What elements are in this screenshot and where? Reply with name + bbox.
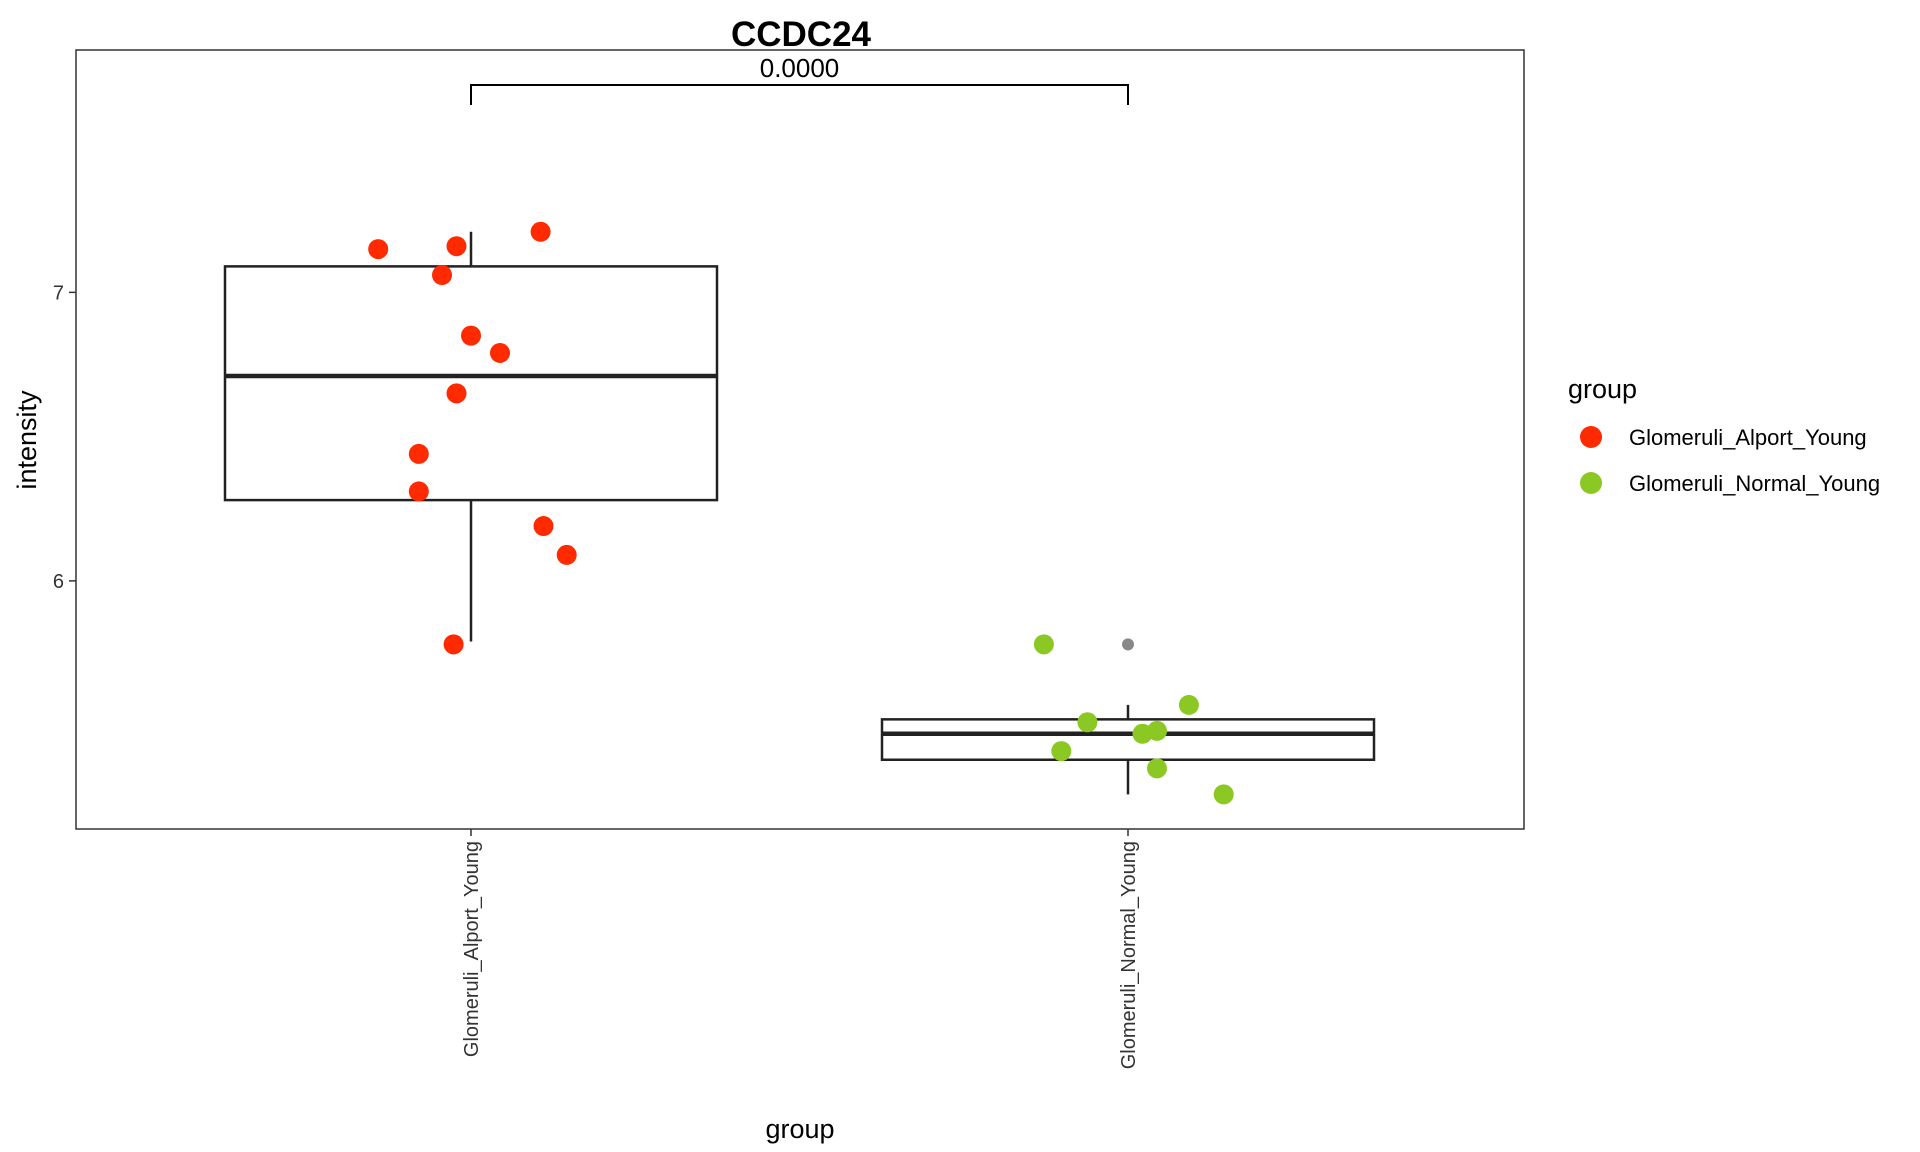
bracket-line [470, 84, 1129, 105]
legend: group Glomeruli_Alport_Young Glomeruli_No… [1568, 374, 1880, 496]
legend-swatch [1580, 426, 1602, 448]
data-point [443, 634, 464, 655]
data-point [1051, 741, 1072, 762]
points-Glomeruli_Alport_Young [368, 221, 577, 655]
legend-entry: Glomeruli_Alport_Young [1580, 425, 1867, 450]
plot-layer [223, 221, 1376, 805]
data-point [432, 265, 452, 286]
data-point [368, 239, 389, 260]
x-axis-title: group [765, 1114, 834, 1144]
legend-title: group [1568, 374, 1637, 404]
data-point [1147, 720, 1167, 741]
plot-panel [75, 49, 1525, 830]
data-point [1178, 694, 1199, 715]
outlier-point [1122, 638, 1134, 651]
box-body [880, 718, 1376, 762]
data-point [461, 325, 481, 346]
data-point [1213, 784, 1234, 805]
data-point [408, 481, 429, 502]
data-point [446, 236, 467, 257]
data-point [533, 516, 554, 537]
data-point [408, 443, 429, 464]
y-tick-label: 6 [53, 571, 64, 593]
data-point [1077, 712, 1098, 733]
x-tick-label: Glomeruli_Alport_Young [461, 841, 483, 1057]
data-point [490, 342, 510, 363]
p-value-label: 0.0000 [760, 53, 840, 83]
box-body [223, 265, 719, 502]
y-axis-title: intensity [12, 390, 42, 490]
x-tick-label: Glomeruli_Normal_Young [1118, 841, 1140, 1069]
x-axis: Glomeruli_Alport_Young Glomeruli_Normal_Y… [461, 829, 1140, 1069]
points-Glomeruli_Normal_Young [1033, 634, 1234, 805]
legend-entry: Glomeruli_Normal_Young [1580, 471, 1880, 496]
significance-bracket: 0.0000 [470, 53, 1129, 105]
y-axis: 67 [53, 282, 76, 593]
box-Glomeruli_Normal_Young [880, 638, 1376, 795]
chart-title: CCDC24 [731, 15, 872, 54]
data-point [1147, 758, 1167, 779]
legend-label: Glomeruli_Alport_Young [1629, 425, 1867, 450]
data-point [1033, 634, 1054, 655]
y-tick-label: 7 [53, 282, 64, 304]
data-point [530, 221, 551, 242]
data-point [556, 544, 577, 565]
data-point [446, 383, 467, 404]
legend-label: Glomeruli_Normal_Young [1629, 471, 1880, 496]
legend-swatch [1580, 472, 1602, 494]
box-Glomeruli_Alport_Young [223, 231, 719, 642]
